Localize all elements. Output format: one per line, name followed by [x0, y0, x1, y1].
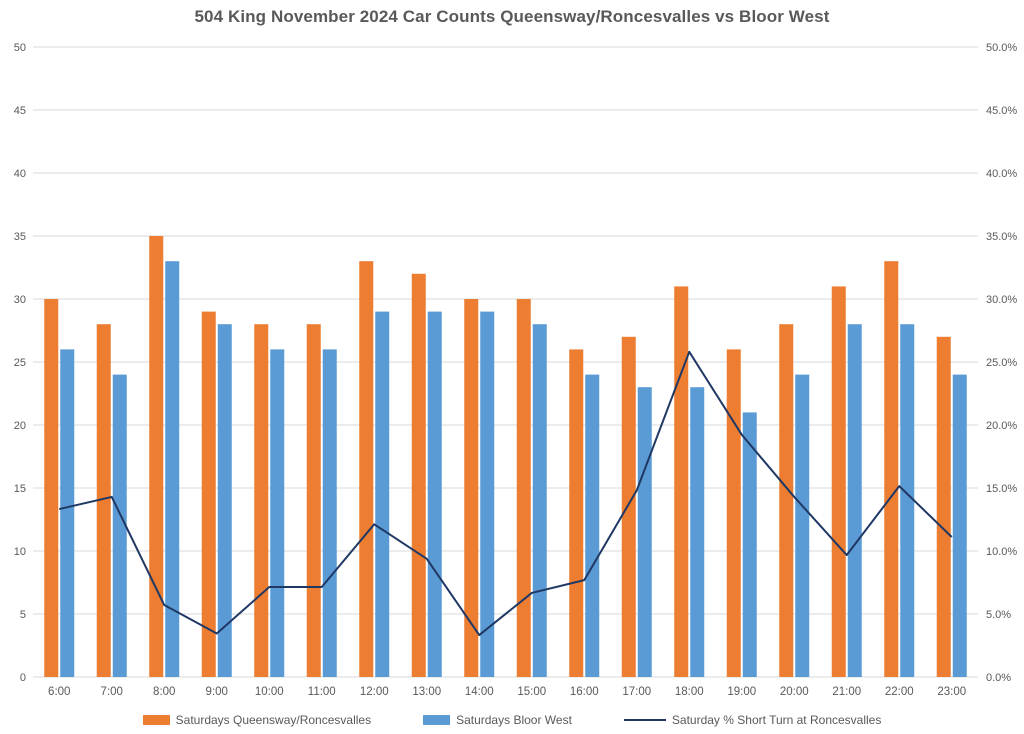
bar-queensway-roncesvalles: [464, 299, 479, 677]
right-axis-tick-label: 40.0%: [986, 168, 1017, 180]
bar-bloor-west: [375, 311, 390, 677]
x-axis-tick-label: 22:00: [885, 686, 914, 698]
left-axis-tick-label: 45: [14, 105, 26, 117]
right-axis-tick-label: 45.0%: [986, 105, 1017, 117]
bar-queensway-roncesvalles: [779, 324, 794, 677]
x-axis-tick-label: 20:00: [780, 686, 809, 698]
bar-bloor-west: [532, 324, 547, 677]
bar-bloor-west: [900, 324, 915, 677]
bar-queensway-roncesvalles: [359, 261, 374, 677]
legend-swatch-navy-line: [623, 719, 666, 721]
bar-queensway-roncesvalles: [516, 299, 531, 677]
x-axis-tick-label: 13:00: [412, 686, 441, 698]
bar-bloor-west: [637, 387, 652, 677]
right-axis-tick-label: 0.0%: [986, 672, 1011, 684]
x-axis-tick-label: 14:00: [465, 686, 494, 698]
x-axis-tick-label: 9:00: [206, 686, 228, 698]
x-axis-tick-label: 8:00: [153, 686, 175, 698]
bar-queensway-roncesvalles: [254, 324, 269, 677]
x-axis-tick-label: 18:00: [675, 686, 704, 698]
bar-queensway-roncesvalles: [621, 336, 636, 677]
left-axis-tick-label: 10: [14, 546, 26, 558]
bar-queensway-roncesvalles: [96, 324, 111, 677]
bar-bloor-west: [322, 349, 337, 677]
bar-queensway-roncesvalles: [44, 299, 59, 677]
legend-swatch-orange-bar: [142, 715, 170, 725]
left-axis-tick-label: 5: [20, 609, 26, 621]
right-axis-tick-label: 15.0%: [986, 483, 1017, 495]
legend-label: Saturdays Bloor West: [456, 713, 572, 727]
plot-area: 0 0.0% 5 5.0% 10 10.0% 15 15.0% 20 20.0% 25 25.0% 30…: [14, 42, 1018, 698]
short-turn-percentage-line: [59, 350, 953, 637]
bar-queensway-roncesvalles: [149, 236, 164, 677]
bar-bloor-west: [480, 311, 495, 677]
right-axis-tick-label: 5.0%: [986, 609, 1011, 621]
left-axis-tick-label: 0: [20, 672, 26, 684]
bar-bloor-west: [112, 374, 127, 677]
bar-bloor-west: [217, 324, 232, 677]
bar-queensway-roncesvalles: [884, 261, 899, 677]
bar-queensway-roncesvalles: [831, 286, 846, 677]
left-axis-tick-label: 20: [14, 420, 26, 432]
x-axis-tick-label: 15:00: [517, 686, 546, 698]
x-axis-tick-label: 10:00: [255, 686, 284, 698]
legend-item-short-turn-pct: Saturday % Short Turn at Roncesvalles: [623, 713, 882, 727]
right-axis-tick-label: 35.0%: [986, 231, 1017, 243]
chart-legend: Saturdays Queensway/Roncesvalles Saturda…: [0, 707, 1024, 733]
legend-item-bloor-west: Saturdays Bloor West: [423, 713, 572, 727]
legend-item-queensway-roncesvalles: Saturdays Queensway/Roncesvalles: [142, 713, 372, 727]
bar-bloor-west: [847, 324, 862, 677]
x-axis-tick-label: 17:00: [622, 686, 651, 698]
bar-queensway-roncesvalles: [936, 336, 951, 677]
bar-bloor-west: [690, 387, 705, 677]
left-axis-tick-label: 50: [14, 42, 26, 54]
left-axis-tick-label: 35: [14, 231, 26, 243]
bar-queensway-roncesvalles: [569, 349, 584, 677]
bar-queensway-roncesvalles: [306, 324, 321, 677]
left-axis-tick-label: 25: [14, 357, 26, 369]
legend-label: Saturday % Short Turn at Roncesvalles: [671, 713, 882, 727]
bar-bloor-west: [427, 311, 442, 677]
legend-label: Saturdays Queensway/Roncesvalles: [175, 713, 372, 727]
left-axis-tick-label: 15: [14, 483, 26, 495]
bar-bloor-west: [165, 261, 180, 677]
bar-bloor-west: [270, 349, 285, 677]
x-axis-tick-label: 12:00: [360, 686, 389, 698]
bar-queensway-roncesvalles: [726, 349, 741, 677]
left-axis-tick-label: 40: [14, 168, 26, 180]
bar-bloor-west: [742, 412, 757, 677]
legend-swatch-blue-bar: [423, 715, 451, 725]
bar-bloor-west: [795, 374, 810, 677]
chart-title: 504 King November 2024 Car Counts Queens…: [194, 7, 830, 26]
bar-bloor-west: [952, 374, 967, 677]
right-axis-tick-label: 50.0%: [986, 42, 1017, 54]
bar-bloor-west: [585, 374, 600, 677]
bar-queensway-roncesvalles: [674, 286, 689, 677]
bar-bloor-west: [60, 349, 75, 677]
right-axis-tick-label: 25.0%: [986, 357, 1017, 369]
x-axis-tick-label: 6:00: [48, 686, 70, 698]
bar-queensway-roncesvalles: [201, 311, 216, 677]
x-axis-tick-label: 11:00: [308, 686, 336, 698]
x-axis-tick-label: 23:00: [937, 686, 966, 698]
bar-queensway-roncesvalles: [411, 273, 426, 677]
right-axis-tick-label: 10.0%: [986, 546, 1017, 558]
x-axis-tick-label: 16:00: [570, 686, 599, 698]
x-axis-tick-label: 7:00: [101, 686, 123, 698]
x-axis-tick-label: 19:00: [727, 686, 756, 698]
right-axis-tick-label: 20.0%: [986, 420, 1017, 432]
x-axis-tick-label: 21:00: [832, 686, 861, 698]
right-axis-tick-label: 30.0%: [986, 294, 1017, 306]
left-axis-tick-label: 30: [14, 294, 26, 306]
